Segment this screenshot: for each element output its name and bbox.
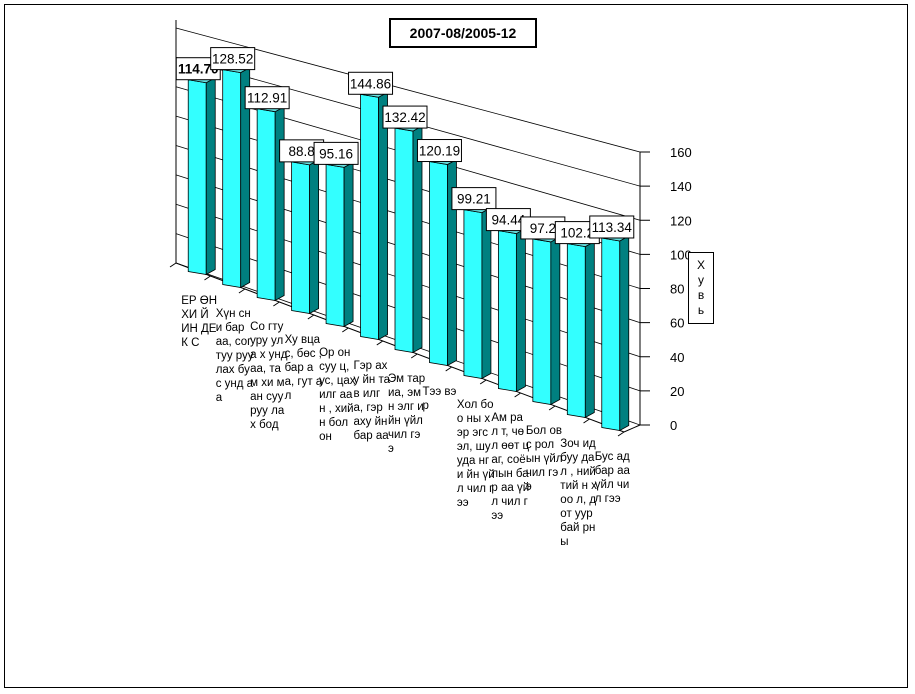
floor-right-edge	[623, 424, 641, 433]
y-axis-label-char: ь	[697, 303, 705, 317]
data-label: 114.70	[178, 62, 219, 77]
bar-side	[205, 77, 216, 276]
data-label: 120.19	[419, 144, 460, 159]
y-axis-label-char: в	[697, 288, 705, 302]
bar	[601, 237, 621, 431]
x-tick-label: Хүн сни бар аа, сог туу руу лах бус унд …	[215, 307, 254, 404]
data-label-box	[451, 187, 497, 211]
x-tick-label: Бол овс рол ын үйл чил гээ	[525, 424, 563, 493]
bar	[463, 209, 483, 379]
data-label: 128.52	[212, 52, 253, 67]
data-label-box	[210, 47, 256, 71]
x-tick	[617, 431, 625, 437]
x-tick	[307, 314, 315, 320]
y-tick-label: 100	[670, 247, 692, 262]
bar-side	[619, 235, 630, 432]
x-tick-label: ЕР ӨН ХИ Й ИН ДЕК С	[181, 294, 218, 349]
x-tick-label: Гэр аху йн тав илг а, гэр аху йн бар аа	[353, 359, 390, 442]
data-label: 95.16	[319, 146, 353, 161]
data-label: 102.2	[560, 226, 594, 241]
y-tick-label: 0	[670, 418, 677, 433]
x-tick	[410, 353, 418, 359]
bar-side	[274, 106, 285, 302]
data-label: 99.21	[457, 192, 491, 207]
x-tick	[273, 301, 280, 307]
bar-side	[378, 91, 388, 341]
data-label: 94.44	[491, 213, 525, 228]
data-label: 113.34	[592, 220, 633, 235]
bar	[429, 161, 448, 366]
chart-frame	[4, 4, 908, 688]
data-label: 97.2	[530, 221, 556, 236]
x-tick	[204, 275, 211, 281]
y-tick-label: 120	[670, 213, 692, 228]
x-tick	[548, 405, 556, 411]
bar	[325, 163, 345, 327]
chart-title: 2007-08/2005-12	[389, 18, 537, 48]
x-tick	[479, 379, 487, 385]
data-label-box	[589, 215, 635, 239]
x-tick-label: Ам рал т, чөл өөт цаг, соё лын бар аа үй…	[491, 411, 530, 522]
bar	[187, 79, 207, 275]
bar	[394, 127, 414, 353]
x-tick	[342, 327, 349, 333]
y-tick-label: 140	[670, 179, 692, 194]
y-tick-label: 160	[670, 145, 692, 160]
x-tick-label: Эм тар иа, эмн элг ийн үйл чил гээ	[388, 372, 426, 455]
y-tick-label: 40	[670, 350, 684, 365]
x-tick-label: Тээ вэр	[422, 385, 457, 412]
x-tick	[445, 366, 452, 372]
bar	[291, 161, 311, 314]
bar-side	[343, 161, 354, 328]
data-label-box	[416, 139, 462, 163]
x-tick	[376, 340, 384, 346]
x-tick	[169, 262, 177, 268]
x-tick-label: Бус ад бар аа үйл чил гээ	[594, 450, 630, 505]
bar-side	[584, 240, 595, 419]
bar-side	[550, 236, 561, 406]
x-tick	[514, 392, 521, 398]
bar	[222, 69, 242, 288]
x-tick-label: Зоч ид буу дал , ний тий н хоо л, дот уу…	[560, 437, 597, 548]
data-label: 132.42	[384, 110, 425, 125]
x-tick-label: Хол боо ны хэр эгс эл, шу уда нги йн үйл…	[456, 398, 495, 509]
y-axis-label-char: Х	[696, 258, 705, 272]
bar	[360, 93, 379, 340]
y-axis-label-char: у	[698, 273, 704, 287]
data-label: 112.91	[247, 91, 287, 106]
x-tick	[583, 418, 590, 424]
x-tick-label: Ор он суу ц, ус, цах илг аан , хий н бол…	[319, 346, 356, 443]
bar	[256, 108, 276, 301]
x-tick-label: Ху вца с, бөс , бар аа, гут ал	[284, 333, 323, 402]
bar-side	[515, 227, 526, 393]
bar-side	[481, 206, 492, 380]
data-label: 88.8	[288, 144, 314, 159]
bar-side	[309, 159, 320, 315]
y-tick-label: 80	[670, 282, 684, 297]
data-label-box	[313, 141, 359, 165]
data-label: 144.86	[350, 76, 391, 91]
y-tick-label: 60	[670, 316, 684, 331]
y-tick-label: 20	[670, 384, 684, 399]
bar	[566, 243, 586, 418]
bar	[497, 230, 517, 392]
bar	[532, 238, 552, 405]
data-label-box	[348, 71, 394, 95]
data-label-box	[244, 86, 290, 110]
x-tick	[238, 288, 246, 294]
x-tick-label: Со гту уру ула х унд аа, там хи ман суу …	[250, 320, 288, 431]
data-label-box	[382, 105, 428, 129]
